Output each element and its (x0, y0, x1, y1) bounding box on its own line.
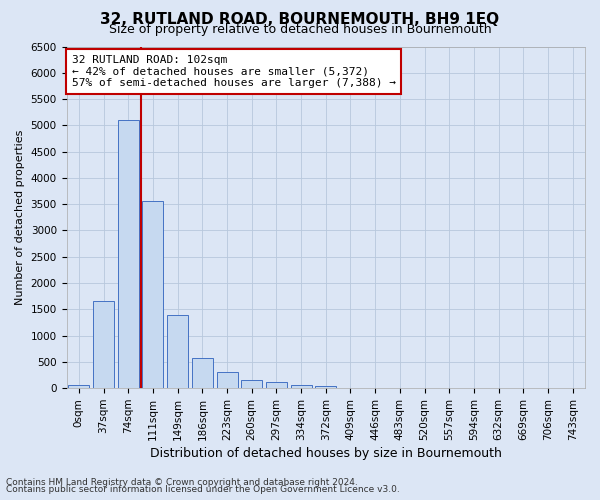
Text: 32 RUTLAND ROAD: 102sqm
← 42% of detached houses are smaller (5,372)
57% of semi: 32 RUTLAND ROAD: 102sqm ← 42% of detache… (72, 55, 396, 88)
Bar (142, 200, 163, 388)
Bar (192, 358, 213, 388)
Text: Contains HM Land Registry data © Crown copyright and database right 2024.: Contains HM Land Registry data © Crown c… (6, 478, 358, 487)
Text: Contains public sector information licensed under the Open Government Licence v3: Contains public sector information licen… (6, 486, 400, 494)
Bar (290, 384, 311, 388)
Bar (315, 386, 336, 388)
Y-axis label: Number of detached properties: Number of detached properties (15, 130, 25, 305)
Bar (167, 314, 188, 388)
Text: 32, RUTLAND ROAD, BOURNEMOUTH, BH9 1EQ: 32, RUTLAND ROAD, BOURNEMOUTH, BH9 1EQ (100, 12, 500, 28)
X-axis label: Distribution of detached houses by size in Bournemouth: Distribution of detached houses by size … (150, 447, 502, 460)
Bar (266, 382, 287, 388)
Bar (241, 380, 262, 388)
Bar (217, 372, 238, 388)
Bar (93, 302, 114, 388)
Text: Size of property relative to detached houses in Bournemouth: Size of property relative to detached ho… (109, 22, 491, 36)
Bar (68, 385, 89, 388)
Bar (118, 120, 139, 388)
